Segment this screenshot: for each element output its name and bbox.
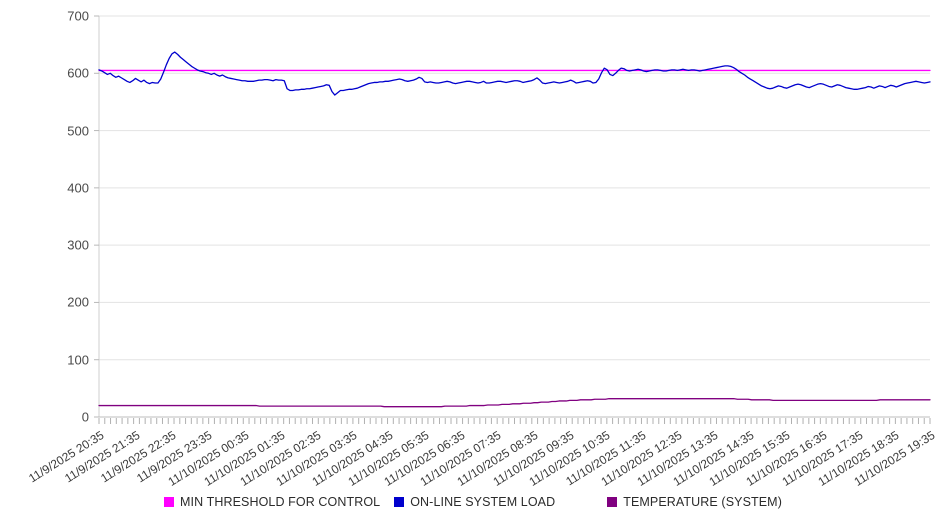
y-tick-label: 700 xyxy=(67,8,89,24)
series-line-temperature-system xyxy=(98,398,931,408)
y-tick-label: 400 xyxy=(67,180,89,196)
legend-item[interactable]: MIN THRESHOLD FOR CONTROL xyxy=(164,495,380,509)
series-line-on-line-system-load xyxy=(98,51,931,96)
y-tick-label: 300 xyxy=(67,237,89,253)
legend-item-label: TEMPERATURE (SYSTEM) xyxy=(623,495,782,509)
y-tick-label: 100 xyxy=(67,352,89,368)
legend-color-swatch-icon xyxy=(607,497,618,507)
legend-color-swatch-icon xyxy=(394,497,405,507)
legend-color-swatch-icon xyxy=(164,497,175,507)
y-tick-label: 600 xyxy=(67,65,89,81)
y-tick-label: 0 xyxy=(81,409,89,425)
y-tick-label: 500 xyxy=(67,123,89,139)
legend-item[interactable]: TEMPERATURE (SYSTEM) xyxy=(607,495,782,509)
legend-item-label: MIN THRESHOLD FOR CONTROL xyxy=(180,495,381,509)
legend-item-label: ON-LINE SYSTEM LOAD xyxy=(410,495,556,509)
y-tick-label: 200 xyxy=(67,294,89,310)
chart-legend: MIN THRESHOLD FOR CONTROL ON-LINE SYSTEM … xyxy=(0,495,946,509)
legend-item[interactable]: ON-LINE SYSTEM LOAD xyxy=(394,495,555,509)
